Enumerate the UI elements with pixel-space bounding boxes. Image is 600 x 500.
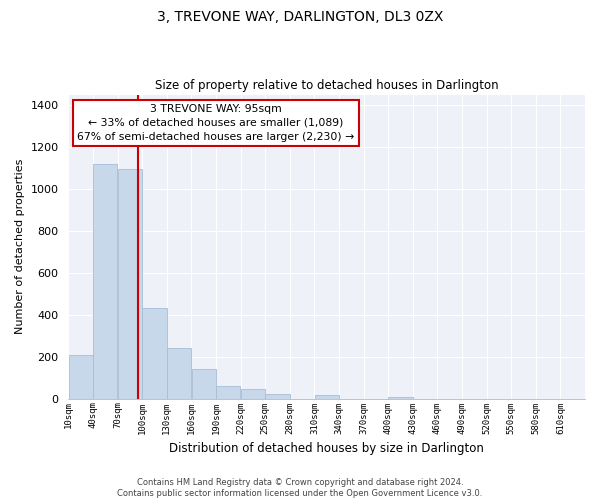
Bar (265, 394, 290, 398)
Bar (241, 388, 265, 398)
Title: Size of property relative to detached houses in Darlington: Size of property relative to detached ho… (155, 79, 499, 92)
Text: 3, TREVONE WAY, DARLINGTON, DL3 0ZX: 3, TREVONE WAY, DARLINGTON, DL3 0ZX (157, 10, 443, 24)
Text: Contains HM Land Registry data © Crown copyright and database right 2024.
Contai: Contains HM Land Registry data © Crown c… (118, 478, 482, 498)
X-axis label: Distribution of detached houses by size in Darlington: Distribution of detached houses by size … (169, 442, 484, 455)
Y-axis label: Number of detached properties: Number of detached properties (15, 159, 25, 334)
Bar (191, 370, 216, 398)
Bar (216, 386, 241, 398)
Text: 3 TREVONE WAY: 95sqm
← 33% of detached houses are smaller (1,089)
67% of semi-de: 3 TREVONE WAY: 95sqm ← 33% of detached h… (77, 104, 355, 142)
Bar (388, 397, 413, 398)
Bar (314, 396, 339, 398)
Bar (93, 164, 118, 398)
Bar (118, 169, 142, 398)
Bar (68, 354, 93, 399)
Bar (142, 308, 167, 398)
Bar (167, 348, 191, 399)
